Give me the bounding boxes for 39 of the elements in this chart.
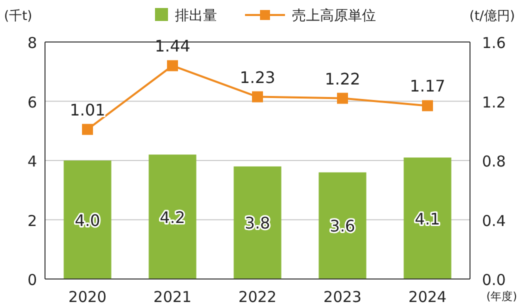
- x-tick-label: 2023: [323, 288, 362, 306]
- y-tick-label: 8: [27, 34, 37, 52]
- y-tick-label: 0: [27, 271, 37, 289]
- y-tick-label: 6: [27, 93, 37, 112]
- legend-label: 売上高原単位: [292, 8, 376, 24]
- data-label: 1.22: [324, 69, 360, 88]
- point: [252, 91, 263, 102]
- data-label: 4.2: [160, 208, 186, 227]
- data-label: 4.0: [74, 210, 100, 230]
- y2-tick-label: 0.8: [482, 152, 506, 170]
- y-tick-label: 2: [27, 212, 37, 230]
- point: [82, 124, 93, 135]
- point: [167, 60, 178, 72]
- y2-tick-label: 1.2: [482, 93, 506, 112]
- y2-tick-label: 0.0: [482, 271, 506, 289]
- y2-axis-title: (t/億円): [469, 9, 515, 24]
- y2-tick-label: 0.4: [482, 212, 506, 230]
- legend-label: 排出量: [175, 8, 217, 24]
- x-axis-title: (年度): [486, 290, 517, 303]
- bar: [234, 166, 282, 279]
- y-axis-title: (千t): [4, 9, 32, 24]
- x-tick-label: 2020: [68, 288, 107, 306]
- data-label: 1.17: [410, 76, 446, 96]
- bar: [148, 154, 196, 279]
- y-tick-label: 4: [27, 152, 37, 170]
- data-label: 4.1: [414, 209, 440, 228]
- bar: [318, 172, 366, 279]
- bar: [404, 158, 452, 279]
- point: [422, 100, 433, 112]
- data-label: 3.8: [244, 214, 270, 233]
- data-label: 1.01: [70, 100, 106, 120]
- x-tick-label: 2021: [153, 288, 192, 306]
- y2-tick-label: 1.6: [482, 34, 506, 52]
- x-tick-label: 2022: [238, 288, 277, 306]
- data-label: 3.6: [330, 216, 356, 236]
- x-tick-label: 2024: [408, 288, 447, 306]
- bar: [64, 160, 112, 279]
- data-label: 1.23: [240, 68, 276, 87]
- point: [337, 92, 348, 104]
